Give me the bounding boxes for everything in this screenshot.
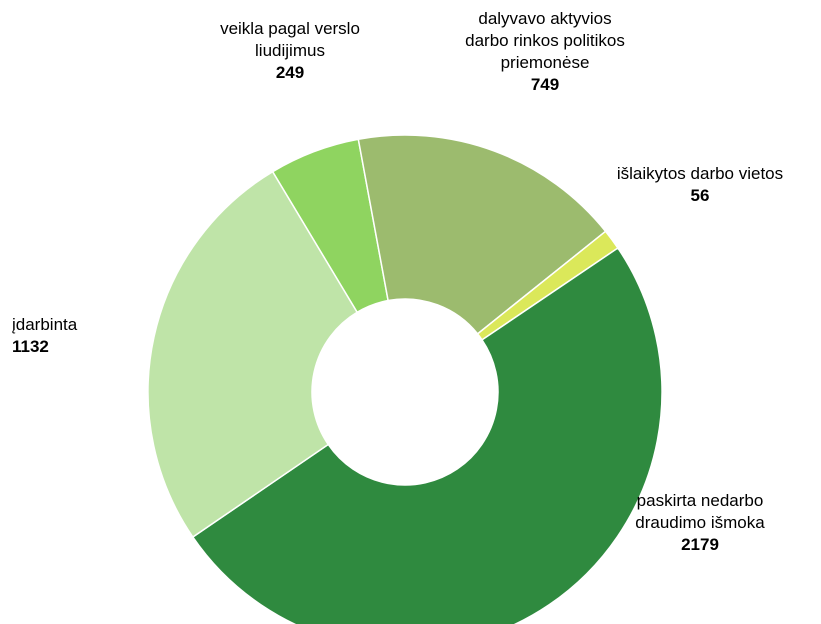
- slice-label: veikla pagal verslo liudijimus 249: [190, 18, 390, 84]
- value-label: 1132: [12, 337, 49, 356]
- slice-label: dalyvavo aktyvios darbo rinkos politikos…: [455, 8, 635, 96]
- donut-slice: [191, 246, 663, 624]
- category-name: išlaikytos darbo vietos: [616, 164, 784, 183]
- value-label: 249: [275, 63, 305, 82]
- slice-label: įdarbinta 1132: [12, 314, 132, 358]
- donut-slice: [147, 170, 359, 539]
- value-label: 2179: [681, 535, 719, 554]
- value-label: 56: [690, 186, 710, 205]
- slice-label: paskirta nedarbo draudimo išmoka 2179: [605, 490, 795, 556]
- slice-label: išlaikytos darbo vietos 56: [615, 163, 785, 207]
- value-label: 749: [530, 75, 560, 94]
- category-name: paskirta nedarbo draudimo išmoka: [635, 491, 765, 532]
- donut-slice: [357, 134, 607, 335]
- category-name: dalyvavo aktyvios darbo rinkos politikos…: [465, 9, 625, 72]
- category-name: įdarbinta: [12, 315, 78, 334]
- category-name: veikla pagal verslo liudijimus: [220, 19, 360, 60]
